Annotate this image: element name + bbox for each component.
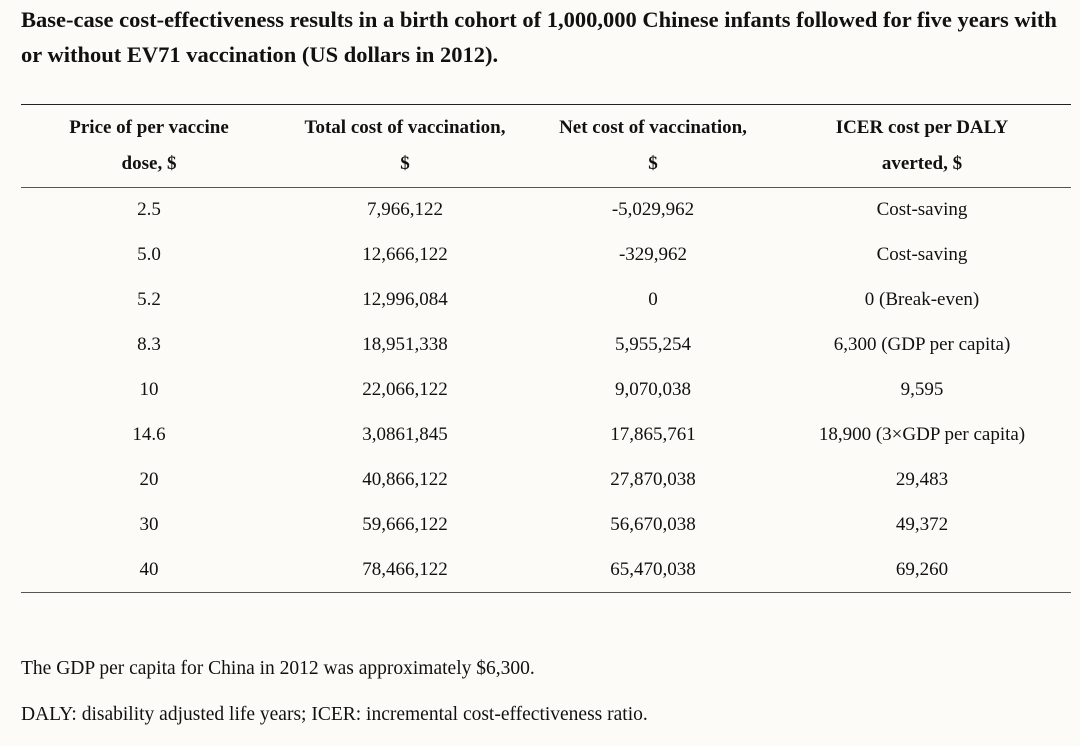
cell-net-cost: 27,870,038 bbox=[610, 468, 696, 490]
header-line: Net cost of vaccination, bbox=[559, 117, 747, 138]
table-row: 10 22,066,122 9,070,038 9,595 bbox=[21, 367, 1071, 412]
table-header-rule bbox=[21, 187, 1071, 188]
cell-net-cost: 65,470,038 bbox=[610, 558, 696, 580]
cell-price: 5.0 bbox=[137, 243, 161, 265]
header-line: $ bbox=[648, 153, 658, 174]
cell-total-cost: 18,951,338 bbox=[362, 333, 448, 355]
table-title: Base-case cost-effectiveness results in … bbox=[21, 7, 1057, 67]
cell-price: 8.3 bbox=[137, 333, 161, 355]
table-row: 20 40,866,122 27,870,038 29,483 bbox=[21, 457, 1071, 502]
header-line: averted, $ bbox=[881, 153, 963, 174]
cell-icer: 6,300 (GDP per capita) bbox=[833, 333, 1011, 355]
header-total-cost: Total cost of vaccination, $ bbox=[277, 105, 533, 187]
footnote-gdp: The GDP per capita for China in 2012 was… bbox=[21, 658, 535, 679]
cell-icer: 49,372 bbox=[895, 513, 949, 535]
cell-price: 5.2 bbox=[137, 288, 161, 310]
header-price-per-dose: Price of per vaccine dose, $ bbox=[21, 105, 277, 187]
cell-net-cost: 17,865,761 bbox=[610, 423, 696, 445]
cell-total-cost: 22,066,122 bbox=[362, 378, 448, 400]
cell-net-cost: 9,070,038 bbox=[615, 378, 691, 400]
table-body: 2.5 7,966,122 -5,029,962 Cost-saving 5.0… bbox=[21, 187, 1071, 592]
cell-net-cost: -329,962 bbox=[618, 243, 688, 265]
header-icer: ICER cost per DALY averted, $ bbox=[773, 105, 1071, 187]
header-net-cost: Net cost of vaccination, $ bbox=[533, 105, 773, 187]
cell-total-cost: 78,466,122 bbox=[362, 558, 448, 580]
cell-icer: 69,260 bbox=[895, 558, 949, 580]
table-bottom-rule bbox=[21, 592, 1071, 593]
cell-price: 20 bbox=[139, 468, 159, 490]
cell-price: 30 bbox=[139, 513, 159, 535]
table-row: 30 59,666,122 56,670,038 49,372 bbox=[21, 502, 1071, 547]
table-header: Price of per vaccine dose, $ Total cost … bbox=[21, 105, 1071, 187]
header-row: Price of per vaccine dose, $ Total cost … bbox=[21, 105, 1071, 187]
cell-price: 40 bbox=[139, 558, 159, 580]
cell-net-cost: 56,670,038 bbox=[610, 513, 696, 535]
cell-total-cost: 12,666,122 bbox=[362, 243, 448, 265]
cell-total-cost: 3,0861,845 bbox=[362, 423, 448, 445]
footnote-abbreviations: DALY: disability adjusted life years; IC… bbox=[21, 704, 648, 725]
cell-price: 14.6 bbox=[132, 423, 166, 445]
cost-effectiveness-table: Price of per vaccine dose, $ Total cost … bbox=[21, 105, 1071, 592]
cell-icer: 29,483 bbox=[895, 468, 949, 490]
table-row: 40 78,466,122 65,470,038 69,260 bbox=[21, 547, 1071, 592]
cell-icer: Cost-saving bbox=[876, 243, 968, 265]
header-line: ICER cost per DALY bbox=[835, 117, 1009, 138]
cell-net-cost: 0 bbox=[648, 288, 658, 310]
cell-price: 10 bbox=[139, 378, 159, 400]
table-top-rule bbox=[21, 104, 1071, 105]
cell-icer: 18,900 (3×GDP per capita) bbox=[818, 423, 1026, 445]
cell-icer: Cost-saving bbox=[876, 198, 968, 220]
cell-net-cost: 5,955,254 bbox=[615, 333, 691, 355]
cell-icer: 9,595 bbox=[900, 378, 944, 400]
table-row: 8.3 18,951,338 5,955,254 6,300 (GDP per … bbox=[21, 322, 1071, 367]
cell-net-cost: -5,029,962 bbox=[611, 198, 695, 220]
cell-price: 2.5 bbox=[137, 198, 161, 220]
table-row: 2.5 7,966,122 -5,029,962 Cost-saving bbox=[21, 187, 1071, 232]
header-line: Total cost of vaccination, bbox=[304, 117, 506, 138]
cell-total-cost: 12,996,084 bbox=[362, 288, 448, 310]
cell-icer: 0 (Break-even) bbox=[864, 288, 980, 310]
table-row: 5.0 12,666,122 -329,962 Cost-saving bbox=[21, 232, 1071, 277]
cell-total-cost: 40,866,122 bbox=[362, 468, 448, 490]
header-line: dose, $ bbox=[121, 153, 177, 174]
cell-total-cost: 7,966,122 bbox=[367, 198, 443, 220]
header-line: $ bbox=[400, 153, 410, 174]
header-line: Price of per vaccine bbox=[69, 117, 229, 138]
table-row: 5.2 12,996,084 0 0 (Break-even) bbox=[21, 277, 1071, 322]
cell-total-cost: 59,666,122 bbox=[362, 513, 448, 535]
table-row: 14.6 3,0861,845 17,865,761 18,900 (3×GDP… bbox=[21, 412, 1071, 457]
